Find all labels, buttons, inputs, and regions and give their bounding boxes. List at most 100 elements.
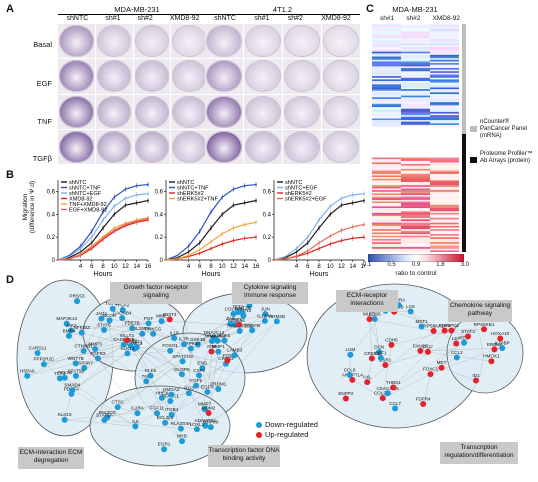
heatmap-cell (372, 84, 401, 87)
well-cell (95, 129, 133, 164)
series-point (135, 184, 138, 187)
network-edge (122, 317, 154, 334)
heatmap-cell (372, 35, 401, 38)
heatmap-cell (401, 129, 430, 132)
heatmap-cell (372, 128, 401, 131)
heatmap-cell (372, 173, 401, 176)
well-cell (205, 59, 243, 94)
network-edge (218, 321, 277, 390)
gene-label: MET (437, 360, 447, 365)
heatmap-cell (372, 63, 401, 65)
heatmap-cell (401, 116, 430, 119)
heatmap-cell (372, 97, 401, 100)
gene-node (185, 390, 192, 397)
series-point (340, 204, 343, 207)
well (96, 25, 132, 58)
series-point (340, 197, 343, 200)
heatmap-cell (430, 134, 459, 137)
gene-label: CCL2 (451, 350, 463, 355)
gene-node (246, 302, 253, 309)
network-edge (161, 393, 189, 398)
series-point (221, 232, 224, 235)
x-tick-label: 8 (317, 264, 321, 270)
heatmap-cell (430, 141, 459, 144)
gene-label: THBS1 (386, 380, 401, 385)
series-point (135, 193, 138, 196)
heatmap-cell (372, 131, 401, 134)
gene-label: PDE7B (125, 321, 140, 326)
series-point (147, 183, 149, 186)
heatmap-cell (372, 225, 401, 228)
heatmap-cell (430, 217, 459, 220)
heatmap-cell (430, 54, 459, 57)
x-tick-label: 16 (145, 264, 152, 270)
gene-node (262, 310, 269, 317)
heatmap-cell (430, 201, 459, 204)
heatmap-cell (430, 208, 459, 210)
heatmap-cell (372, 81, 401, 83)
heatmap-cell (430, 185, 459, 188)
heatmap-cell (372, 224, 401, 227)
gene-label: CD99 (369, 311, 381, 316)
heatmap-cell (372, 154, 401, 157)
well-grid-4t1 (205, 24, 360, 164)
gene-node (167, 347, 174, 354)
network-edges (27, 309, 503, 442)
gene-node (424, 348, 431, 355)
well-cell (244, 59, 282, 94)
column-header: sh#2 (137, 15, 153, 22)
migration-subplot: 4 6 8 10 12 14 16 0 0.2 0.4 0.6 Hours shNTCshNTC+TNF… (155, 180, 260, 278)
heatmap-cell (372, 115, 401, 118)
gene-label: JAG1 (96, 311, 108, 316)
heatmap-cell (372, 183, 401, 186)
heatmap-cell (430, 225, 459, 228)
side-bar-mrna (462, 24, 466, 134)
well-cell (133, 94, 171, 129)
gene-node (161, 446, 168, 453)
series-point (329, 213, 332, 216)
heatmap-cell (401, 237, 430, 240)
heatmap-cell (401, 195, 430, 197)
heatmap-cell (401, 25, 430, 28)
gene-node (124, 350, 131, 357)
heatmap-cell (430, 121, 459, 124)
heatmap-cell (372, 82, 401, 85)
gene-node (234, 309, 241, 316)
series-point (135, 220, 138, 223)
heatmap-cell (430, 155, 459, 158)
heatmap-cell (430, 79, 459, 82)
gene-label: FGF11 (150, 406, 164, 411)
heatmap-cell (372, 162, 401, 165)
well (284, 130, 320, 163)
gene-label: LEP (452, 336, 461, 341)
gene-label: HMGA2 (163, 387, 180, 392)
gene-label: NR4A1 (205, 334, 220, 339)
heatmap-cell (401, 151, 430, 153)
box-ecm-interaction: ECM-interaction ECM degregation (18, 447, 84, 469)
heatmap-cell (430, 230, 459, 233)
gene-node (376, 348, 383, 355)
gene-label: KLK15 (58, 412, 72, 417)
legend-down-text: Down-regulated (265, 420, 318, 429)
heatmap-cell (401, 51, 430, 54)
gene-label: STAT5A (96, 412, 114, 417)
colorbar-tick: 1.8 (436, 262, 445, 268)
gene-label: CCL8 (344, 367, 356, 372)
gene-node (72, 372, 79, 379)
heatmap-cell (372, 180, 401, 183)
network-edge (171, 385, 197, 415)
heatmap-cell (372, 196, 401, 199)
gene-label: JUN (261, 306, 270, 311)
heatmap-cell (401, 108, 430, 111)
gene-node (74, 298, 81, 305)
heatmap-cell (401, 94, 430, 96)
gene-node (168, 411, 175, 418)
gene-node (143, 378, 150, 385)
network-edge (117, 381, 147, 408)
gene-node (34, 349, 41, 356)
heatmap-cell (372, 185, 401, 188)
network-edge (410, 311, 422, 327)
network-edge (137, 363, 227, 414)
heatmap-cell (430, 178, 459, 181)
heatmap-cell (430, 76, 459, 78)
